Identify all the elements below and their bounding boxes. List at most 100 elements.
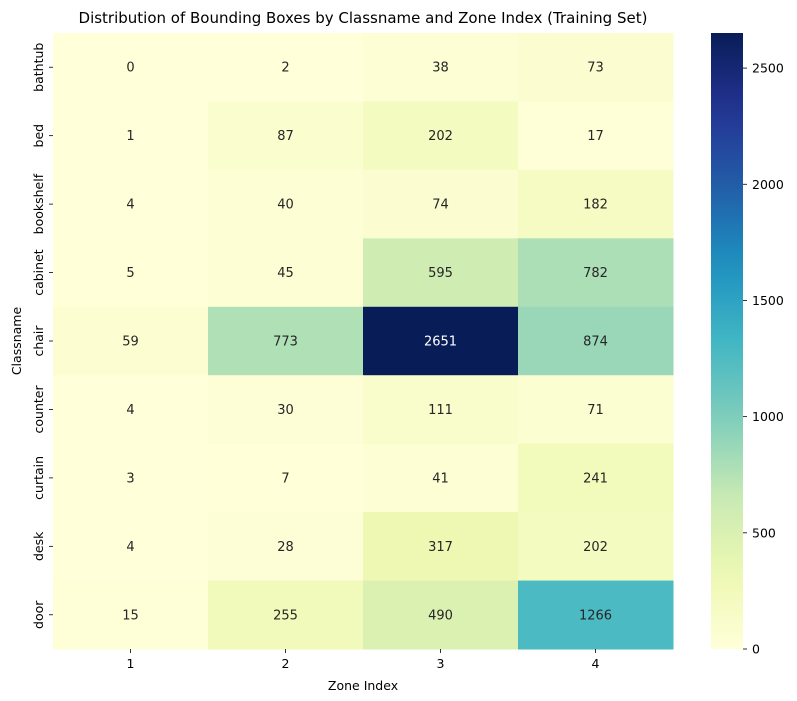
- heatmap-cell: [518, 375, 674, 445]
- cell-value-label: 3: [126, 471, 134, 486]
- cell-value-label: 41: [432, 471, 449, 486]
- cell-value-label: 1266: [579, 608, 612, 623]
- heatmap-cell: [518, 169, 674, 239]
- heatmap-cell: [518, 238, 674, 308]
- cell-value-label: 2: [281, 61, 289, 76]
- heatmap-cell: [363, 580, 519, 650]
- cell-value-label: 17: [587, 129, 604, 144]
- heatmap-cell: [208, 238, 364, 308]
- x-axis-label: Zone Index: [328, 678, 398, 693]
- heatmap-cell: [363, 238, 519, 308]
- heatmap-cell: [518, 443, 674, 513]
- heatmap-cell: [518, 33, 674, 102]
- cell-value-label: 45: [277, 266, 294, 281]
- y-axis-label: Classname: [9, 307, 24, 376]
- cell-value-label: 874: [583, 335, 608, 350]
- x-tick-label: 4: [592, 656, 600, 671]
- heatmap-cell: [53, 306, 209, 376]
- cell-value-label: 30: [277, 403, 294, 418]
- cell-value-label: 490: [428, 608, 453, 623]
- y-tick-label: desk: [31, 531, 46, 561]
- y-tick-label: bed: [31, 124, 46, 148]
- cell-value-label: 255: [273, 608, 298, 623]
- cell-value-label: 317: [428, 540, 453, 555]
- cell-value-label: 40: [277, 198, 294, 213]
- heatmap-cell: [53, 512, 209, 582]
- heatmap-cell: [53, 101, 209, 171]
- cell-value-label: 15: [122, 608, 139, 623]
- cell-value-label: 773: [273, 335, 298, 350]
- heatmap-cell: [208, 375, 364, 445]
- y-tick-label: door: [31, 600, 46, 629]
- heatmap-cell: [53, 238, 209, 308]
- cell-value-label: 7: [281, 471, 289, 486]
- heatmap-cell: [208, 169, 364, 239]
- cell-value-label: 28: [277, 540, 294, 555]
- colorbar-tick-label: 2000: [752, 177, 784, 192]
- cell-value-label: 241: [583, 471, 608, 486]
- cell-value-label: 182: [583, 198, 608, 213]
- heatmap-cell: [208, 512, 364, 582]
- chart-title: Distribution of Bounding Boxes by Classn…: [79, 9, 648, 27]
- y-tick-label: bathtub: [31, 43, 46, 92]
- heatmap-cell: [363, 306, 519, 376]
- heatmap-cell: [208, 33, 364, 102]
- cell-value-label: 73: [587, 61, 604, 76]
- heatmap-cell: [363, 443, 519, 513]
- cell-value-label: 4: [126, 198, 134, 213]
- cell-value-label: 202: [583, 540, 608, 555]
- colorbar-tick-label: 2500: [752, 61, 784, 76]
- cell-value-label: 74: [432, 198, 449, 213]
- cell-value-label: 0: [126, 61, 134, 76]
- colorbar-tick-label: 500: [752, 525, 776, 540]
- cell-value-label: 59: [122, 335, 139, 350]
- cell-value-label: 5: [126, 266, 134, 281]
- heatmap-cell: [518, 580, 674, 650]
- heatmap-cell: [363, 101, 519, 171]
- colorbar-gradient: [711, 33, 743, 649]
- colorbar-tick-label: 0: [752, 642, 760, 657]
- cell-value-label: 595: [428, 266, 453, 281]
- heatmap-cell: [53, 580, 209, 650]
- heatmap-cell: [363, 512, 519, 582]
- heatmap-cells: [53, 33, 674, 650]
- cell-value-label: 782: [583, 266, 608, 281]
- y-tick-label: chair: [31, 325, 46, 357]
- cell-value-label: 71: [587, 403, 604, 418]
- x-tick-label: 1: [127, 656, 135, 671]
- cell-value-label: 202: [428, 129, 453, 144]
- colorbar-tick-label: 1000: [752, 409, 784, 424]
- x-axis: 1 2 3 4: [127, 649, 600, 671]
- heatmap-cell: [518, 101, 674, 171]
- heatmap-cell: [208, 580, 364, 650]
- heatmap-cell: [208, 101, 364, 171]
- y-tick-label: counter: [31, 385, 46, 434]
- heatmap-cell: [53, 33, 209, 102]
- heatmap-cell: [53, 443, 209, 513]
- cell-value-label: 111: [428, 403, 453, 418]
- cell-value-label: 4: [126, 403, 134, 418]
- cell-value-label: 38: [432, 61, 449, 76]
- x-tick-label: 3: [437, 656, 445, 671]
- x-tick-label: 2: [282, 656, 290, 671]
- heatmap-cell: [53, 375, 209, 445]
- y-tick-label: cabinet: [31, 249, 46, 296]
- heatmap-cell: [518, 512, 674, 582]
- colorbar: 0 500 1000 1500 2000 2500: [711, 33, 784, 657]
- cell-value-label: 1: [126, 129, 134, 144]
- y-axis: bathtub bed bookshelf cabinet chair counter cu…: [31, 43, 53, 629]
- heatmap-cell: [363, 169, 519, 239]
- y-tick-label: bookshelf: [31, 173, 46, 234]
- heatmap-cell: [53, 169, 209, 239]
- heatmap-cell: [208, 306, 364, 376]
- cell-value-label: 87: [277, 129, 294, 144]
- colorbar-tick-label: 1500: [752, 293, 784, 308]
- heatmap-cell: [208, 443, 364, 513]
- heatmap-cell: [363, 33, 519, 102]
- cell-value-label: 2651: [424, 335, 457, 350]
- heatmap-cell: [363, 375, 519, 445]
- y-tick-label: curtain: [31, 456, 46, 500]
- heatmap-cell: [518, 306, 674, 376]
